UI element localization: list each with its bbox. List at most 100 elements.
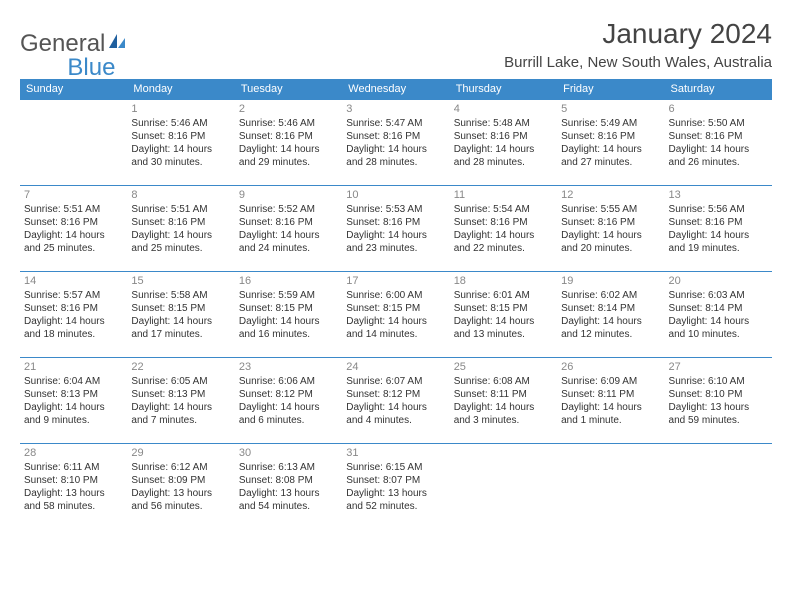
sunset-text: Sunset: 8:16 PM — [454, 130, 553, 143]
sunrise-text: Sunrise: 5:55 AM — [561, 203, 660, 216]
day-number: 3 — [346, 102, 445, 116]
daylight-text: Daylight: 14 hours and 24 minutes. — [239, 229, 338, 255]
daylight-text: Daylight: 13 hours and 56 minutes. — [131, 487, 230, 513]
daylight-text: Daylight: 14 hours and 9 minutes. — [24, 401, 123, 427]
day-number: 16 — [239, 274, 338, 288]
day-number: 23 — [239, 360, 338, 374]
sunset-text: Sunset: 8:16 PM — [239, 130, 338, 143]
sunset-text: Sunset: 8:16 PM — [346, 216, 445, 229]
sunrise-text: Sunrise: 6:07 AM — [346, 375, 445, 388]
daylight-text: Daylight: 14 hours and 7 minutes. — [131, 401, 230, 427]
sunset-text: Sunset: 8:16 PM — [24, 302, 123, 315]
sunrise-text: Sunrise: 6:02 AM — [561, 289, 660, 302]
day-cell: 27Sunrise: 6:10 AMSunset: 8:10 PMDayligh… — [665, 358, 772, 444]
day-cell: 11Sunrise: 5:54 AMSunset: 8:16 PMDayligh… — [450, 186, 557, 272]
sunset-text: Sunset: 8:10 PM — [24, 474, 123, 487]
day-cell: 21Sunrise: 6:04 AMSunset: 8:13 PMDayligh… — [20, 358, 127, 444]
sunrise-text: Sunrise: 5:46 AM — [239, 117, 338, 130]
day-number: 18 — [454, 274, 553, 288]
daylight-text: Daylight: 14 hours and 4 minutes. — [346, 401, 445, 427]
sunrise-text: Sunrise: 5:54 AM — [454, 203, 553, 216]
day-cell: 9Sunrise: 5:52 AMSunset: 8:16 PMDaylight… — [235, 186, 342, 272]
logo-sail-icon — [107, 32, 127, 57]
calendar-body: 1Sunrise: 5:46 AMSunset: 8:16 PMDaylight… — [20, 100, 772, 530]
daylight-text: Daylight: 14 hours and 28 minutes. — [346, 143, 445, 169]
day-number: 19 — [561, 274, 660, 288]
sunset-text: Sunset: 8:16 PM — [669, 216, 768, 229]
weekday-header: Saturday — [665, 79, 772, 100]
day-cell: 24Sunrise: 6:07 AMSunset: 8:12 PMDayligh… — [342, 358, 449, 444]
sunrise-text: Sunrise: 5:51 AM — [131, 203, 230, 216]
day-cell — [665, 444, 772, 530]
sunrise-text: Sunrise: 6:11 AM — [24, 461, 123, 474]
day-number: 27 — [669, 360, 768, 374]
sunset-text: Sunset: 8:16 PM — [239, 216, 338, 229]
day-cell: 15Sunrise: 5:58 AMSunset: 8:15 PMDayligh… — [127, 272, 234, 358]
day-cell: 17Sunrise: 6:00 AMSunset: 8:15 PMDayligh… — [342, 272, 449, 358]
day-number: 12 — [561, 188, 660, 202]
sunrise-text: Sunrise: 5:48 AM — [454, 117, 553, 130]
day-number: 14 — [24, 274, 123, 288]
day-cell: 13Sunrise: 5:56 AMSunset: 8:16 PMDayligh… — [665, 186, 772, 272]
day-cell — [20, 100, 127, 186]
header: General Blue January 2024 Burrill Lake, … — [20, 18, 772, 71]
sunrise-text: Sunrise: 6:12 AM — [131, 461, 230, 474]
daylight-text: Daylight: 14 hours and 17 minutes. — [131, 315, 230, 341]
sunrise-text: Sunrise: 6:08 AM — [454, 375, 553, 388]
day-cell: 5Sunrise: 5:49 AMSunset: 8:16 PMDaylight… — [557, 100, 664, 186]
sunrise-text: Sunrise: 6:00 AM — [346, 289, 445, 302]
sunset-text: Sunset: 8:07 PM — [346, 474, 445, 487]
daylight-text: Daylight: 14 hours and 19 minutes. — [669, 229, 768, 255]
sunset-text: Sunset: 8:15 PM — [239, 302, 338, 315]
sunrise-text: Sunrise: 5:51 AM — [24, 203, 123, 216]
daylight-text: Daylight: 14 hours and 13 minutes. — [454, 315, 553, 341]
day-number: 25 — [454, 360, 553, 374]
weekday-header: Wednesday — [342, 79, 449, 100]
day-cell — [450, 444, 557, 530]
sunset-text: Sunset: 8:13 PM — [24, 388, 123, 401]
day-number: 31 — [346, 446, 445, 460]
sunset-text: Sunset: 8:14 PM — [669, 302, 768, 315]
sunrise-text: Sunrise: 6:04 AM — [24, 375, 123, 388]
daylight-text: Daylight: 14 hours and 1 minute. — [561, 401, 660, 427]
day-number: 1 — [131, 102, 230, 116]
sunset-text: Sunset: 8:12 PM — [346, 388, 445, 401]
daylight-text: Daylight: 14 hours and 28 minutes. — [454, 143, 553, 169]
day-number: 2 — [239, 102, 338, 116]
sunrise-text: Sunrise: 5:46 AM — [131, 117, 230, 130]
day-number: 26 — [561, 360, 660, 374]
logo: General Blue — [20, 18, 115, 70]
day-number: 11 — [454, 188, 553, 202]
sunset-text: Sunset: 8:11 PM — [454, 388, 553, 401]
day-cell: 4Sunrise: 5:48 AMSunset: 8:16 PMDaylight… — [450, 100, 557, 186]
sunset-text: Sunset: 8:15 PM — [131, 302, 230, 315]
week-row: 21Sunrise: 6:04 AMSunset: 8:13 PMDayligh… — [20, 358, 772, 444]
calendar-table: Sunday Monday Tuesday Wednesday Thursday… — [20, 79, 772, 530]
sunrise-text: Sunrise: 6:10 AM — [669, 375, 768, 388]
daylight-text: Daylight: 13 hours and 54 minutes. — [239, 487, 338, 513]
day-cell: 23Sunrise: 6:06 AMSunset: 8:12 PMDayligh… — [235, 358, 342, 444]
day-cell: 31Sunrise: 6:15 AMSunset: 8:07 PMDayligh… — [342, 444, 449, 530]
day-cell: 19Sunrise: 6:02 AMSunset: 8:14 PMDayligh… — [557, 272, 664, 358]
daylight-text: Daylight: 14 hours and 3 minutes. — [454, 401, 553, 427]
sunset-text: Sunset: 8:16 PM — [454, 216, 553, 229]
daylight-text: Daylight: 14 hours and 25 minutes. — [24, 229, 123, 255]
day-cell: 14Sunrise: 5:57 AMSunset: 8:16 PMDayligh… — [20, 272, 127, 358]
daylight-text: Daylight: 13 hours and 52 minutes. — [346, 487, 445, 513]
day-number: 13 — [669, 188, 768, 202]
logo-text-blue: Blue — [67, 54, 115, 82]
weekday-header: Thursday — [450, 79, 557, 100]
daylight-text: Daylight: 14 hours and 6 minutes. — [239, 401, 338, 427]
daylight-text: Daylight: 14 hours and 10 minutes. — [669, 315, 768, 341]
day-cell: 12Sunrise: 5:55 AMSunset: 8:16 PMDayligh… — [557, 186, 664, 272]
day-cell: 10Sunrise: 5:53 AMSunset: 8:16 PMDayligh… — [342, 186, 449, 272]
sunset-text: Sunset: 8:12 PM — [239, 388, 338, 401]
sunset-text: Sunset: 8:16 PM — [561, 216, 660, 229]
daylight-text: Daylight: 13 hours and 58 minutes. — [24, 487, 123, 513]
day-number: 6 — [669, 102, 768, 116]
day-number: 10 — [346, 188, 445, 202]
day-cell: 20Sunrise: 6:03 AMSunset: 8:14 PMDayligh… — [665, 272, 772, 358]
sunset-text: Sunset: 8:15 PM — [454, 302, 553, 315]
day-number: 28 — [24, 446, 123, 460]
sunset-text: Sunset: 8:16 PM — [24, 216, 123, 229]
